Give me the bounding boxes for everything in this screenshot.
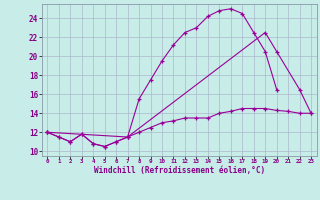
X-axis label: Windchill (Refroidissement éolien,°C): Windchill (Refroidissement éolien,°C) bbox=[94, 166, 265, 175]
